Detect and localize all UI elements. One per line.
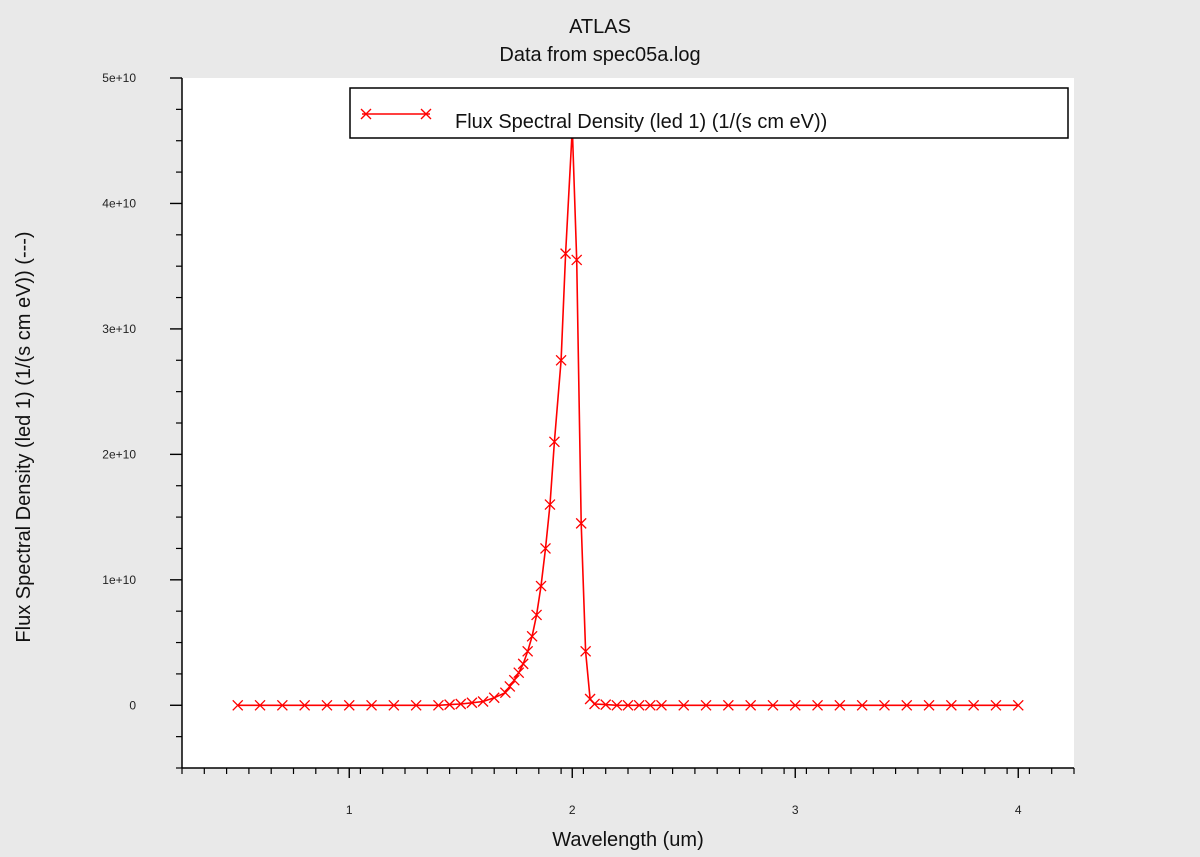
data-point [540,542,551,554]
data-point [343,699,355,711]
data-point [522,645,534,657]
data-point [560,248,572,260]
data-point [477,696,489,707]
data-point [555,354,567,366]
data-point [700,699,712,711]
legend: Flux Spectral Density (led 1) (1/(s cm e… [349,87,1069,139]
data-point [544,499,556,511]
x-axis: 1 2 3 4 [181,767,1075,817]
legend-box [349,87,1069,139]
data-point [276,699,288,711]
legend-swatch-marker [420,108,432,120]
x-tick-label: 1 [346,803,353,817]
data-point [745,699,757,711]
data-point [901,699,913,711]
data-point [366,699,378,711]
data-point [455,698,467,710]
data-point [767,699,779,711]
data-point [644,699,656,711]
data-point [513,667,525,679]
x-axis-label: Wavelength (um) [552,829,704,851]
x-tick-label: 3 [792,803,799,817]
y-tick-label: 0 [129,698,136,712]
data-point [535,580,547,592]
x-tick-label: 2 [569,803,576,817]
plot-area [182,78,1074,768]
data-point [432,699,444,711]
y-tick-label: 1e+10 [102,573,136,587]
data-point [589,698,601,710]
data-point [526,630,538,642]
data-point [299,699,311,711]
data-point [611,699,623,711]
data-point [508,674,520,686]
data-point [990,699,1002,711]
y-tick-label: 3e+10 [102,322,136,336]
y-tick-label: 4e+10 [102,196,136,210]
data-point [600,699,612,711]
chart-title: ATLAS [569,16,631,38]
data-point [622,699,634,711]
data-point [444,699,456,711]
y-axis-label: Flux Spectral Density (led 1) (1/(s cm e… [13,231,35,642]
data-point [575,517,587,529]
legend-swatch [360,108,432,120]
chart-subtitle: Data from spec05a.log [499,44,701,66]
data-point [923,699,935,711]
data-point [968,699,980,711]
data-point [945,699,957,711]
y-axis: 0 1e+10 2e+10 3e+10 4e+10 5e+10 [102,71,183,769]
data-point [722,699,734,711]
series-layer [232,122,1024,711]
data-point [856,699,868,711]
data-point [410,699,422,711]
legend-label: Flux Spectral Density (led 1) (1/(s cm e… [455,111,827,133]
data-point [1012,699,1024,711]
data-point [834,699,846,711]
data-point [548,436,560,448]
data-point [388,699,400,711]
data-point [678,699,690,711]
data-point [488,692,500,704]
data-point [321,699,333,711]
data-point [812,699,824,711]
legend-swatch-marker [360,108,372,120]
data-point [517,658,529,670]
data-point [571,254,583,266]
data-point [466,697,478,709]
data-point [531,609,543,621]
data-point [633,699,645,711]
x-tick-label: 4 [1015,803,1022,817]
data-point [655,699,667,711]
data-point [580,645,592,657]
data-point [504,680,516,692]
y-tick-label: 2e+10 [102,447,136,461]
data-point [499,687,511,699]
data-point [232,699,244,711]
y-tick-label: 5e+10 [102,71,136,85]
data-point [878,699,890,711]
data-point [789,699,801,711]
data-point [254,699,266,711]
